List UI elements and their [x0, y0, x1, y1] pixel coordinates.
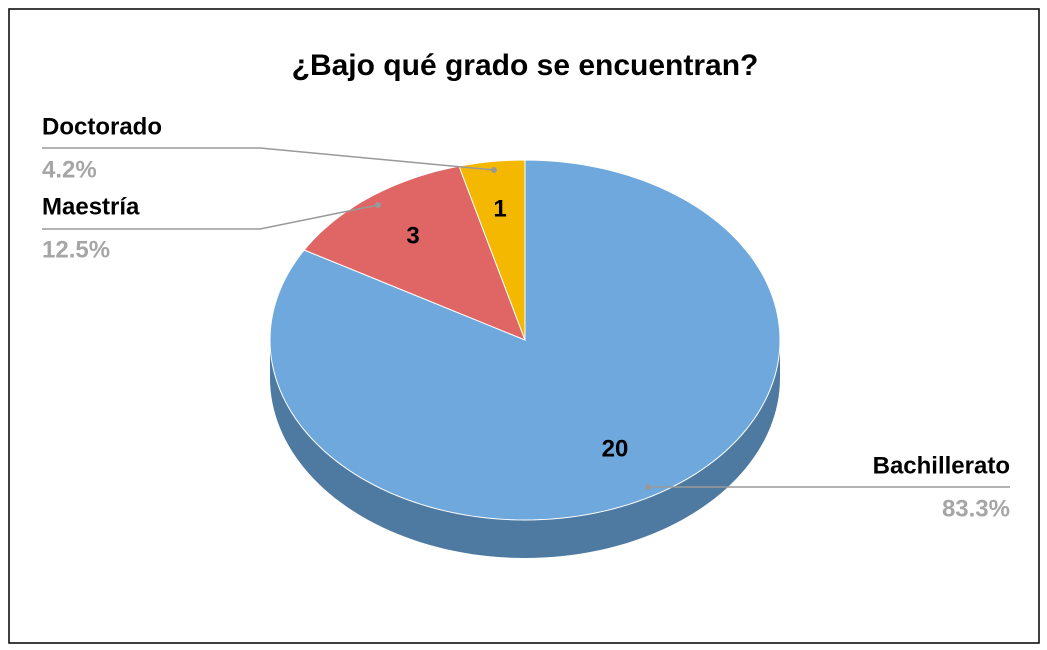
- leader-line: [42, 204, 379, 230]
- pie-side: [270, 340, 780, 558]
- category-label: Maestría: [42, 193, 140, 220]
- percent-label: 4.2%: [42, 156, 97, 183]
- data-label: 1: [493, 195, 506, 222]
- data-label: 20: [602, 435, 629, 462]
- pie-slice: [458, 159, 526, 341]
- pie-slice: [303, 165, 526, 341]
- category-label: Bachillerato: [873, 452, 1010, 479]
- percent-label: 83.3%: [942, 495, 1010, 522]
- category-label: Doctorado: [42, 113, 162, 140]
- leader-line: [42, 147, 495, 171]
- leader-dot: [375, 202, 381, 208]
- percent-label: 12.5%: [42, 236, 110, 263]
- leader-dot: [491, 167, 497, 173]
- data-label: 3: [406, 222, 419, 249]
- leader-dot: [645, 484, 651, 490]
- chart-title: ¿Bajo qué grado se encuentran?: [292, 49, 759, 82]
